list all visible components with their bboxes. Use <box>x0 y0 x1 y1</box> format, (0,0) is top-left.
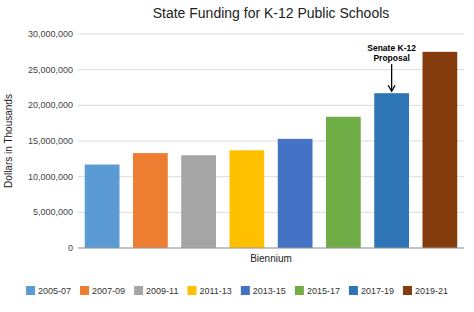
legend-swatch <box>134 286 143 295</box>
bars <box>85 52 457 248</box>
y-tick-label: 30,000,000 <box>28 29 73 39</box>
y-tick-label: 5,000,000 <box>33 207 73 217</box>
annotation: Senate K-12Proposal <box>367 43 416 63</box>
annotation-arrow-head <box>388 85 395 91</box>
legend-label: 2009-11 <box>146 286 178 296</box>
y-tick-label: 25,000,000 <box>28 65 73 75</box>
bar <box>181 155 216 248</box>
legend-swatch <box>187 286 196 295</box>
legend-label: 2013-15 <box>253 286 286 296</box>
legend-item: 2017-19 <box>349 286 394 296</box>
legend-item: 2005-07 <box>26 286 71 296</box>
grid-line <box>78 69 464 70</box>
grid-line <box>78 34 464 35</box>
legend-swatch <box>26 286 35 295</box>
legend-swatch <box>295 286 304 295</box>
legend-label: 2015-17 <box>307 286 340 296</box>
annotation-line: Senate K-12 <box>367 43 416 53</box>
annotation-line: Proposal <box>373 53 409 63</box>
legend-label: 2019-21 <box>415 286 448 296</box>
x-axis-label: Biennium <box>250 253 292 264</box>
legend-label: 2005-07 <box>38 286 71 296</box>
bar <box>133 153 168 248</box>
y-tick-label: 20,000,000 <box>28 100 73 110</box>
legend-item: 2007-09 <box>80 286 125 296</box>
y-tick-label: 0 <box>68 243 73 253</box>
legend-swatch <box>80 286 89 295</box>
y-tick-label: 10,000,000 <box>28 172 73 182</box>
legend: 2005-07 2007-09 2009-11 2011-13 2013-15 2015-… <box>26 286 448 296</box>
bar <box>85 165 120 248</box>
bar <box>230 150 265 248</box>
legend-swatch <box>403 286 412 295</box>
annotation-arrow <box>391 64 392 90</box>
title: State Funding for K-12 Public Schools <box>153 5 390 21</box>
grid-line <box>78 248 464 249</box>
legend-item: 2019-21 <box>403 286 448 296</box>
grid <box>78 34 464 248</box>
bar <box>326 117 361 248</box>
legend-item: 2013-15 <box>241 286 286 296</box>
chart: State Funding for K-12 Public Schools 0 5,… <box>0 0 474 312</box>
legend-item: 2011-13 <box>187 286 231 296</box>
legend-label: 2011-13 <box>199 286 231 296</box>
bar <box>278 139 313 248</box>
legend-item: 2015-17 <box>295 286 340 296</box>
legend-swatch <box>349 286 358 295</box>
x-axis-line <box>78 248 464 249</box>
bar <box>423 52 458 248</box>
legend-label: 2017-19 <box>361 286 394 296</box>
legend-label: 2007-09 <box>92 286 125 296</box>
legend-swatch <box>241 286 250 295</box>
y-tick-label: 15,000,000 <box>28 136 73 146</box>
bar <box>374 93 409 248</box>
y-axis-label: Dollars in Thousands <box>3 94 14 188</box>
legend-item: 2009-11 <box>134 286 178 296</box>
